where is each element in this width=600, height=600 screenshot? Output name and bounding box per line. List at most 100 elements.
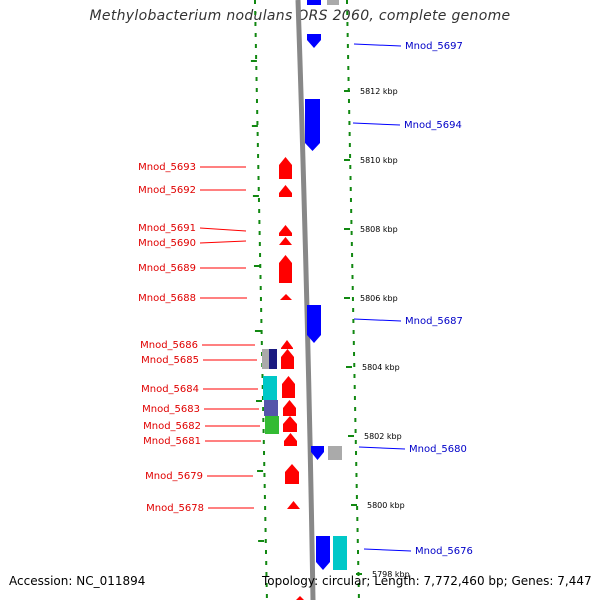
track-dot <box>260 319 263 323</box>
track-dot <box>259 286 262 290</box>
track-dot <box>347 99 350 103</box>
track-dot <box>346 22 349 26</box>
track-dot <box>346 33 349 37</box>
track-dot <box>354 407 357 411</box>
track-dot <box>357 583 360 587</box>
scale-tick <box>348 435 354 437</box>
gene-label-left: Mnod_5688 <box>138 293 196 304</box>
gene-label-left: Mnod_5678 <box>146 503 204 514</box>
track-dot <box>255 88 258 92</box>
gene-label-left: Mnod_5684 <box>141 384 199 395</box>
gene-arrow-forward <box>285 464 299 484</box>
track-dot <box>355 473 358 477</box>
scale-tick <box>344 297 350 299</box>
track-dot <box>260 341 263 345</box>
scale-label: 5800 kbp <box>367 501 405 510</box>
track-dot <box>257 198 260 202</box>
track-dot <box>264 517 267 521</box>
track-dot <box>355 484 358 488</box>
track-dot <box>258 220 261 224</box>
track-dot <box>264 506 267 510</box>
track-dot <box>353 396 356 400</box>
track-dot <box>354 440 357 444</box>
genome-backbone <box>295 0 316 600</box>
gene-label-right: Mnod_5680 <box>409 444 467 455</box>
track-dot <box>351 275 354 279</box>
track-dot <box>349 154 352 158</box>
track-dot <box>254 0 256 4</box>
track-dot <box>262 440 265 444</box>
track-dot <box>254 22 257 26</box>
leader-line <box>199 227 247 232</box>
gene-block <box>328 446 342 460</box>
gene-label-left: Mnod_5682 <box>143 421 201 432</box>
scale-label: 5806 kbp <box>360 294 398 303</box>
scale-tick <box>346 366 352 368</box>
track-dot <box>255 55 258 59</box>
track-dot <box>265 561 268 565</box>
scale-tick <box>351 504 357 506</box>
track-dot <box>348 132 351 136</box>
gene-arrow-forward <box>279 225 292 236</box>
gene-block <box>263 376 277 400</box>
track-dot <box>260 308 263 312</box>
gene-label-left: Mnod_5685 <box>141 355 199 366</box>
track-dot <box>351 297 354 301</box>
leader-line <box>353 43 402 47</box>
track-dot <box>255 77 258 81</box>
track-dot <box>352 319 355 323</box>
track-dot <box>355 495 358 499</box>
track-dot <box>255 66 258 70</box>
track-dot <box>254 11 257 15</box>
track-dot <box>356 528 359 532</box>
gene-arrow-forward <box>279 237 292 245</box>
minor-tick <box>252 195 259 197</box>
track-dot <box>258 242 261 246</box>
minor-tick <box>256 400 262 402</box>
gene-arrow-forward <box>284 433 297 446</box>
gene-block <box>327 0 339 5</box>
track-dot <box>259 253 262 257</box>
gene-label-right: Mnod_5694 <box>404 120 462 131</box>
track-dot <box>356 517 359 521</box>
track-dot <box>357 550 359 554</box>
track-dot <box>256 121 259 125</box>
gene-block <box>264 400 278 416</box>
track-dot <box>263 495 266 499</box>
track-dot <box>348 121 351 125</box>
track-dot <box>256 110 259 114</box>
track-dot <box>353 374 356 378</box>
track-dot <box>263 462 266 466</box>
gene-arrow-forward <box>283 400 296 416</box>
gene-label-left: Mnod_5686 <box>140 340 198 351</box>
gene-arrow-forward <box>279 255 292 283</box>
scale-tick <box>344 159 350 161</box>
minor-tick <box>257 470 264 472</box>
track-dot <box>256 143 259 147</box>
label-leader-lines <box>199 43 412 552</box>
scale-ticks: 5812 kbp 5810 kbp 5808 kbp 5806 kbp 5804 kbp… <box>250 60 410 579</box>
gene-block <box>265 416 279 434</box>
track-dot <box>264 539 267 543</box>
track-dot <box>263 484 266 488</box>
track-dot <box>256 132 259 136</box>
scale-label: 5798 kbp <box>372 570 410 579</box>
track-dot <box>262 407 265 411</box>
track-dot <box>262 418 265 422</box>
minor-tick <box>250 60 257 62</box>
track-dot <box>351 264 354 268</box>
gene-block <box>333 536 347 570</box>
gene-arrow-forward <box>281 349 294 369</box>
track-dot <box>261 396 264 400</box>
track-dot <box>355 451 358 455</box>
track-dot <box>351 286 354 290</box>
gene-block <box>269 349 277 369</box>
track-dot <box>352 308 355 312</box>
track-dot <box>257 165 260 169</box>
track-dot <box>261 374 264 378</box>
track-dot <box>259 275 262 279</box>
leader-line <box>353 318 402 322</box>
gene-arrow-reverse <box>311 446 324 460</box>
gene-label-left: Mnod_5692 <box>138 185 196 196</box>
gene-label-left: Mnod_5683 <box>142 404 200 415</box>
